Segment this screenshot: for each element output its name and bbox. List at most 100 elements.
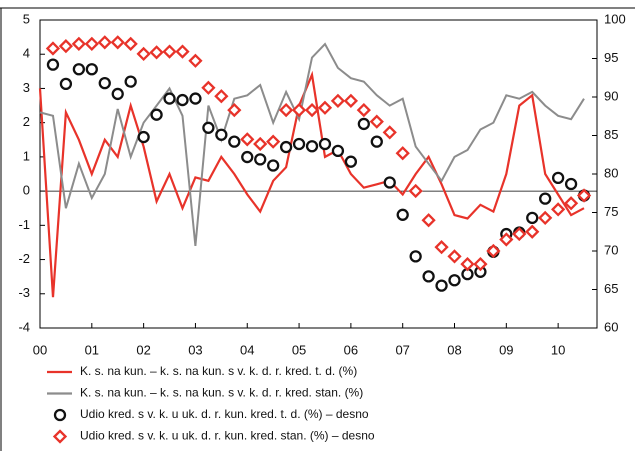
diamond-marker <box>525 224 540 239</box>
y2-tick-label: 75 <box>604 204 618 219</box>
circle-marker <box>448 274 461 287</box>
diamond-marker <box>97 35 112 50</box>
circle-marker <box>150 108 163 121</box>
circle-marker <box>435 279 448 292</box>
y-tick-label: -1 <box>18 217 30 232</box>
diamond-marker <box>538 210 553 226</box>
circle-marker <box>241 150 254 164</box>
circle-marker <box>396 208 409 221</box>
y-tick-label: -3 <box>18 285 30 300</box>
circle-marker <box>409 250 422 263</box>
circle-marker <box>422 270 435 283</box>
y-tick-label: -4 <box>18 319 30 334</box>
circle-marker <box>292 137 306 151</box>
diamond-marker <box>84 36 99 51</box>
x-tick-label: 04 <box>240 342 254 357</box>
circle-marker <box>85 63 98 76</box>
y2-tick-label: 100 <box>604 11 626 26</box>
diamond-marker <box>576 188 592 203</box>
diamond-marker <box>291 102 307 118</box>
diamond-marker <box>563 196 579 211</box>
diamond-marker <box>278 102 294 118</box>
diamond-marker <box>58 39 74 54</box>
circle-marker <box>189 92 202 105</box>
diamond-marker <box>201 80 216 95</box>
diamond-marker <box>421 213 436 228</box>
circle-marker <box>370 135 383 148</box>
y-tick-label: -2 <box>18 251 30 266</box>
circle-marker <box>331 144 345 158</box>
x-tick-label: 03 <box>188 342 202 357</box>
legend-swatch <box>52 429 68 444</box>
legend-label: Udio kred. s v. k. u uk. d. r. kun. kred… <box>80 407 369 421</box>
diamond-marker <box>240 132 255 147</box>
y2-tick-label: 80 <box>604 165 618 180</box>
diamond-marker <box>214 89 229 104</box>
x-tick-label: 01 <box>85 342 99 357</box>
circle-marker <box>383 176 396 189</box>
circle-marker <box>137 130 150 144</box>
circle-marker <box>46 58 60 71</box>
diamond-marker <box>343 93 359 108</box>
diamond-marker <box>460 256 475 272</box>
legend-label: Udio kred. s v. k. u uk. d. r. kun. kred… <box>80 429 375 443</box>
diamond-marker <box>304 102 320 118</box>
diamond-marker <box>330 93 346 108</box>
circle-marker <box>254 153 267 166</box>
y-tick-label: 0 <box>23 183 30 198</box>
legend-label: K. s. na kun. – k. s. na kun. s v. k. d.… <box>80 386 363 400</box>
y2-tick-label: 60 <box>604 319 618 334</box>
circle-marker <box>163 92 176 105</box>
diamond-marker <box>110 35 125 50</box>
x-tick-label: 08 <box>447 342 461 357</box>
circle-marker <box>539 192 552 205</box>
diamond-marker <box>45 41 61 56</box>
diamond-marker <box>123 36 138 51</box>
circle-marker <box>176 93 189 107</box>
circle-marker <box>318 137 332 151</box>
diamond-marker <box>499 232 514 247</box>
diamond-marker <box>369 114 384 129</box>
y-tick-label: 1 <box>23 148 30 163</box>
diamond-marker <box>512 226 527 242</box>
y2-tick-label: 65 <box>604 281 618 296</box>
diamond-marker <box>317 100 333 115</box>
circle-marker <box>228 135 241 148</box>
y2-tick-label: 85 <box>604 127 618 142</box>
x-tick-label: 00 <box>33 342 47 357</box>
circle-marker <box>111 87 124 101</box>
diamond-marker <box>175 44 190 59</box>
x-tick-label: 05 <box>292 342 306 357</box>
circle-marker <box>344 155 358 168</box>
plot-frame <box>39 19 598 329</box>
y-tick-label: 4 <box>23 46 30 61</box>
diamond-marker <box>447 249 462 264</box>
diamond-marker <box>473 256 488 272</box>
diamond-marker <box>71 36 86 51</box>
y2-tick-label: 90 <box>604 88 618 103</box>
legend-swatch <box>53 408 67 422</box>
x-tick-label: 07 <box>395 342 409 357</box>
circle-marker <box>98 76 111 90</box>
series-line <box>39 42 585 246</box>
circle-marker <box>357 117 370 131</box>
circle-marker <box>526 211 539 225</box>
series-line <box>38 70 585 298</box>
x-tick-label: 06 <box>344 342 358 357</box>
legend-label: K. s. na kun. – k. s. na kun. s v. k. d.… <box>80 364 357 378</box>
circle-marker <box>305 140 319 153</box>
x-tick-label: 10 <box>551 342 565 357</box>
circle-marker <box>551 171 565 185</box>
x-tick-label: 02 <box>136 342 150 357</box>
circle-marker <box>267 159 280 172</box>
x-tick-label: 09 <box>499 342 513 357</box>
circle-marker <box>124 75 137 88</box>
diamond-marker <box>356 102 371 118</box>
diamond-marker <box>434 240 449 255</box>
diamond-marker <box>266 134 281 149</box>
diamond-marker <box>382 125 397 140</box>
circle-marker <box>279 140 293 154</box>
diamond-marker <box>227 102 242 118</box>
diamond-marker <box>136 46 151 62</box>
